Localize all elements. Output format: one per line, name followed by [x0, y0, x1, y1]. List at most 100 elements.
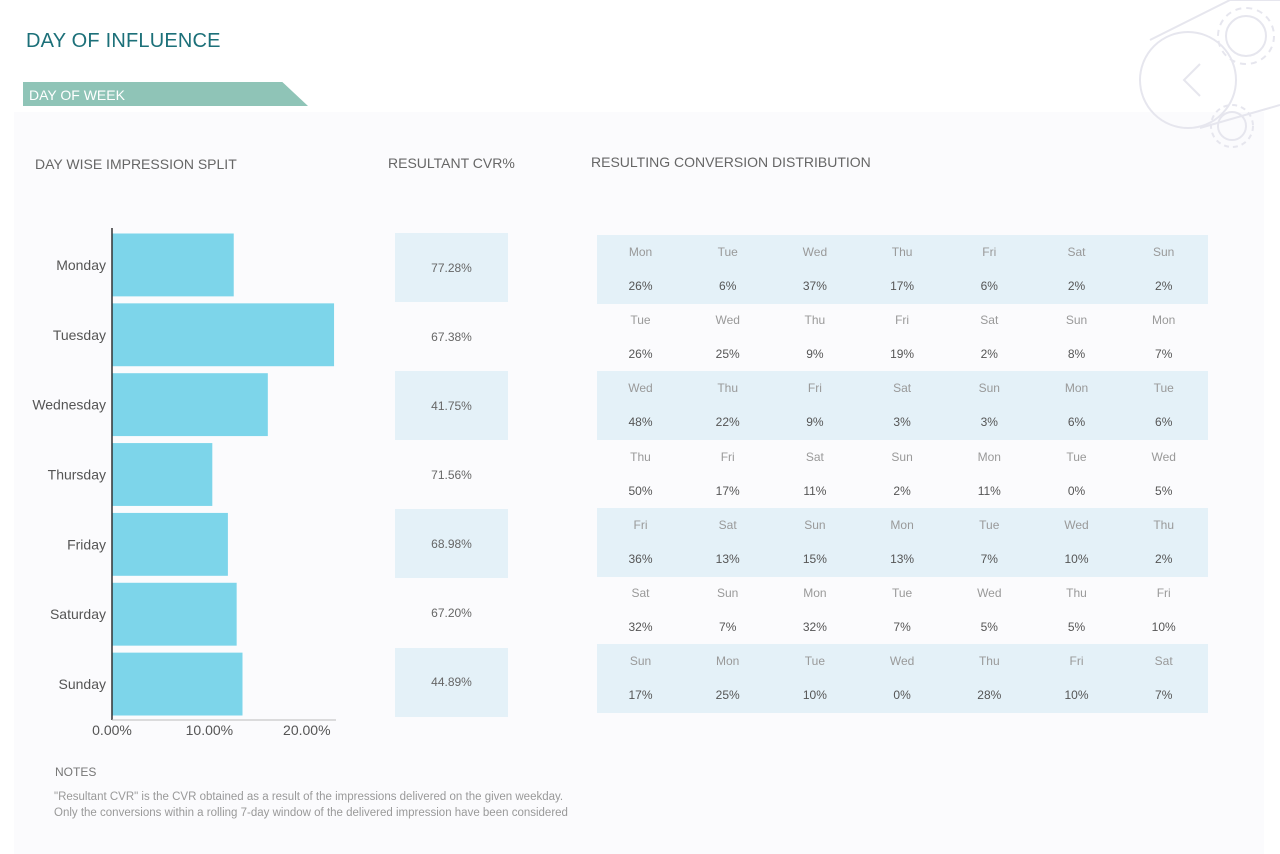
distribution-value: 3%	[893, 415, 911, 430]
page-title: DAY OF INFLUENCE	[26, 30, 221, 52]
distribution-value: 5%	[980, 620, 998, 634]
distribution-day-label: Tue	[891, 586, 913, 600]
distribution-day-label: Wed	[715, 313, 740, 328]
cvr-cell-wednesday: 41.75%	[395, 371, 508, 441]
distribution-day-label: Mon	[1064, 381, 1089, 396]
note-line: "Resultant CVR" is the CVR obtained as a…	[54, 791, 564, 803]
distribution-day-label: Thu	[891, 245, 913, 259]
distribution-value: 10%	[1064, 551, 1089, 566]
category-label: Monday	[56, 257, 106, 273]
distribution-day-label: Thu	[630, 449, 651, 464]
distribution-value: 25%	[715, 688, 740, 703]
distribution-value: 2%	[1067, 279, 1086, 293]
resultant-cvr-heading: RESULTANT CVR%	[388, 155, 515, 171]
distribution-value: 2%	[893, 483, 911, 498]
distribution-value: 6%	[719, 279, 737, 293]
category-label: Tuesday	[53, 327, 106, 343]
distribution-row: Fri 36% Sat 13% Sun 15% Mon 13% Tue 7% Wed 10% Thu 2%	[597, 507, 1208, 577]
distribution-day-label: Sun	[804, 517, 826, 532]
distribution-value: 25%	[715, 347, 740, 362]
distribution-value: 36%	[628, 551, 653, 566]
distribution-value: 2%	[980, 347, 998, 362]
distribution-row: Mon 26% Tue 6% Wed 37% Thu 17% Fri 6% Sat 2% Sun 2%	[597, 235, 1208, 304]
distribution-value: 7%	[719, 620, 737, 634]
distribution-day-label: Tue	[630, 313, 651, 328]
distribution-day-label: Sat	[1154, 654, 1173, 669]
distribution-day-label: Sat	[893, 381, 912, 396]
distribution-day-label: Mon	[890, 517, 914, 532]
distribution-day-label: Sat	[718, 517, 737, 532]
distribution-day-label: Mon	[977, 449, 1001, 464]
distribution-day-label: Sun	[629, 654, 652, 669]
distribution-row: Wed 48% Thu 22% Fri 9% Sat 3% Sun 3% Mon 6% Tue 6%	[597, 371, 1208, 441]
impression-split-heading: DAY WISE IMPRESSION SPLIT	[35, 156, 237, 172]
distribution-value: 10%	[1064, 688, 1089, 703]
x-tick-label: 0.00%	[92, 722, 132, 738]
distribution-day-label: Fri	[807, 381, 822, 396]
distribution-day-label: Mon	[803, 586, 827, 600]
distribution-value: 7%	[1155, 688, 1173, 703]
distribution-day-label: Thu	[717, 381, 739, 396]
cvr-cell-monday: 77.28%	[395, 233, 508, 302]
distribution-value: 3%	[980, 415, 998, 430]
category-label: Sunday	[59, 676, 106, 692]
distribution-value: 0%	[1067, 483, 1086, 498]
distribution-value: 37%	[802, 279, 827, 293]
distribution-value: 28%	[977, 688, 1002, 703]
distribution-day-label: Fri	[1156, 586, 1171, 600]
distribution-row: Thu 50% Fri 17% Sat 11% Sun 2% Mon 11% Tue 0% Wed 5%	[597, 440, 1208, 509]
distribution-value: 2%	[1155, 551, 1173, 566]
x-tick-label: 10.00%	[186, 722, 233, 738]
distribution-value: 9%	[806, 415, 824, 430]
distribution-value: 26%	[628, 279, 653, 293]
bar-thursday	[112, 443, 213, 506]
distribution-value: 32%	[628, 620, 653, 634]
bar-monday	[112, 233, 234, 297]
distribution-day-label: Sun	[1065, 313, 1088, 328]
distribution-day-label: Wed	[1151, 449, 1176, 464]
distribution-day-label: Tue	[804, 654, 825, 669]
distribution-value: 17%	[890, 279, 915, 293]
distribution-value: 6%	[1067, 415, 1086, 430]
bar-friday	[112, 512, 228, 576]
distribution-day-label: Tue	[717, 245, 738, 259]
distribution-day-label: Mon	[628, 245, 653, 259]
distribution-value: 22%	[715, 415, 740, 430]
note-line: Only the conversions within a rolling 7-…	[54, 807, 568, 819]
distribution-day-label: Wed	[889, 654, 915, 669]
bar-saturday	[112, 582, 237, 646]
cvr-cell-thursday: 71.56%	[431, 467, 472, 482]
distribution-day-label: Sun	[717, 586, 739, 600]
category-label: Saturday	[50, 606, 106, 622]
bar-sunday	[112, 652, 243, 716]
conversion-distribution-heading: RESULTING CONVERSION DISTRIBUTION	[591, 154, 871, 170]
distribution-value: 32%	[802, 620, 827, 634]
cvr-cell-sunday: 44.89%	[395, 647, 508, 717]
distribution-day-label: Tue	[979, 517, 1000, 532]
distribution-row: Tue 26% Wed 25% Thu 9% Fri 19% Sat 2% Sun 8% Mon 7%	[597, 303, 1208, 372]
distribution-day-label: Sat	[980, 313, 999, 328]
distribution-value: 7%	[893, 620, 911, 634]
distribution-day-label: Wed	[977, 586, 1002, 600]
distribution-value: 0%	[893, 688, 911, 703]
distribution-day-label: Mon	[1152, 313, 1176, 328]
distribution-value: 11%	[977, 483, 1001, 498]
distribution-day-label: Fri	[633, 517, 648, 532]
section-banner: DAY OF WEEK	[23, 82, 308, 106]
bar-tuesday	[112, 303, 335, 367]
distribution-day-label: Sat	[805, 449, 824, 464]
distribution-day-label: Tue	[1153, 381, 1174, 396]
cvr-cell-tuesday: 67.38%	[431, 329, 472, 344]
distribution-value: 9%	[806, 347, 824, 362]
distribution-day-label: Mon	[716, 654, 740, 669]
distribution-value: 5%	[1155, 483, 1173, 498]
distribution-row: Sat 32% Sun 7% Mon 32% Tue 7% Wed 5% Thu 5% Fri 10%	[597, 576, 1208, 645]
distribution-value: 2%	[1155, 279, 1173, 293]
category-label: Thursday	[48, 467, 106, 483]
category-label: Wednesday	[32, 397, 106, 413]
distribution-day-label: Thu	[1153, 517, 1175, 532]
distribution-value: 50%	[628, 483, 653, 498]
distribution-day-label: Sat	[1067, 245, 1086, 259]
distribution-value: 10%	[802, 688, 827, 703]
